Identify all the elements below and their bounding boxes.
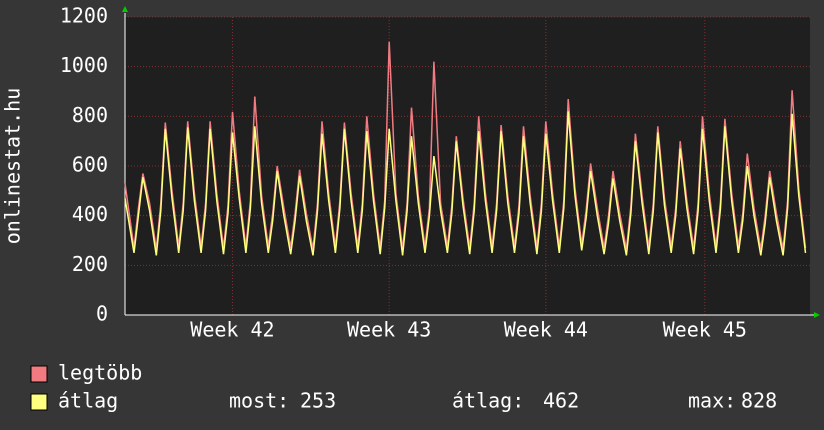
- y-tick-label: 1000: [60, 53, 108, 77]
- legend-swatch: [30, 393, 48, 411]
- y-tick-label: 600: [72, 153, 108, 177]
- y-tick-label: 800: [72, 103, 108, 127]
- stat-label: átlag:: [452, 389, 524, 413]
- x-tick-label: Week 43: [347, 318, 431, 342]
- axis-arrow: [122, 6, 128, 12]
- y-axis-label: onlinestat.hu: [1, 88, 25, 245]
- stat-value: 828: [741, 389, 777, 413]
- x-tick-label: Week 44: [504, 318, 588, 342]
- series-line: [124, 111, 807, 256]
- y-tick-label: 1200: [60, 4, 108, 28]
- stat-label: most:: [229, 389, 289, 413]
- y-tick-label: 200: [72, 252, 108, 276]
- y-tick-label: 0: [96, 302, 108, 326]
- legend-label: legtöbb: [58, 361, 142, 385]
- x-tick-label: Week 42: [190, 318, 274, 342]
- stat-value: 462: [543, 389, 579, 413]
- stat-label: max:: [688, 389, 736, 413]
- y-tick-label: 400: [72, 202, 108, 226]
- axis-arrow: [814, 312, 820, 318]
- series-line: [124, 41, 807, 250]
- legend-label: átlag: [58, 389, 118, 413]
- x-tick-label: Week 45: [663, 318, 747, 342]
- legend-swatch: [30, 365, 48, 383]
- stat-value: 253: [300, 389, 336, 413]
